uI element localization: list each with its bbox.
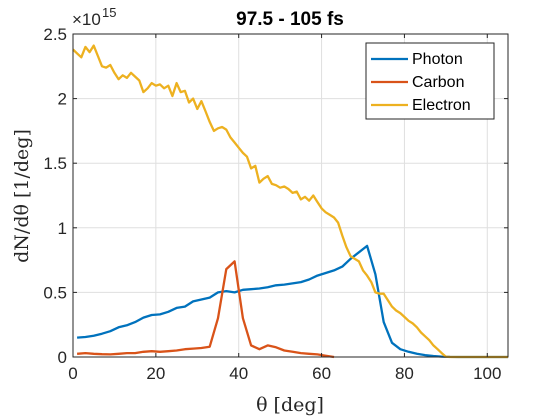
y-tick-label: 1	[58, 219, 67, 238]
series-line-photon	[77, 244, 508, 359]
legend-items: Photon Carbon Electron	[371, 51, 471, 114]
y-tick-label: 0.5	[43, 283, 67, 302]
x-tick-label: 0	[68, 364, 77, 383]
legend-label-carbon: Carbon	[412, 74, 464, 91]
series-lines	[72, 44, 508, 359]
chart-title: 97.5 - 105 fs	[236, 9, 344, 30]
legend-label-electron: Electron	[412, 97, 471, 114]
y-tick-label: 2	[58, 90, 67, 109]
legend-label-photon: Photon	[412, 51, 463, 68]
series-line-carbon	[77, 260, 335, 359]
plot-area-border	[72, 33, 509, 358]
y-exponent: ×10 15	[72, 5, 116, 29]
axes: 0 20 40 60 80 100 0 0.5 1 1.5 2 2.5	[43, 25, 508, 383]
x-tick-label: 100	[473, 364, 501, 383]
x-tick-label: 80	[395, 364, 414, 383]
y-tick-label: 0	[58, 348, 67, 367]
x-tick-label: 60	[312, 364, 331, 383]
x-tick-label: 20	[146, 364, 165, 383]
y-tick-label: 2.5	[43, 25, 67, 44]
y-exponent-power: 15	[102, 5, 116, 20]
y-exponent-base: ×10	[72, 10, 101, 29]
series-line-electron	[72, 44, 508, 359]
y-tick-label: 1.5	[43, 154, 67, 173]
y-axis-label: dN/dθ [1/deg]	[11, 129, 33, 263]
x-axis-label: θ [deg]	[256, 394, 324, 416]
x-tick-label: 40	[229, 364, 248, 383]
legend: Photon Carbon Electron	[365, 42, 495, 120]
